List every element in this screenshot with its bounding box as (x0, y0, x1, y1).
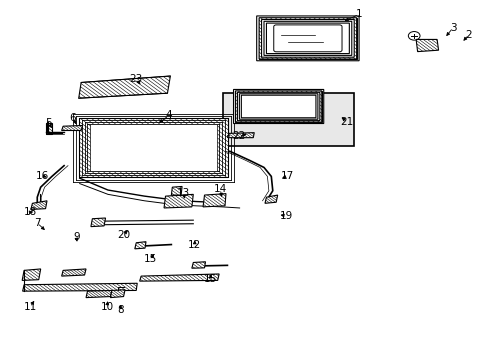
Polygon shape (171, 186, 182, 195)
FancyBboxPatch shape (256, 16, 358, 61)
FancyBboxPatch shape (273, 25, 341, 52)
Text: 2: 2 (465, 30, 471, 40)
Polygon shape (264, 195, 277, 203)
Text: 1: 1 (355, 9, 362, 19)
Text: 14: 14 (213, 184, 226, 194)
Polygon shape (110, 290, 125, 298)
Text: 12: 12 (188, 240, 201, 250)
Text: 4: 4 (165, 111, 172, 121)
Bar (90, 125, 216, 171)
Polygon shape (22, 269, 41, 280)
Text: 3: 3 (449, 23, 456, 33)
Polygon shape (79, 76, 170, 98)
Polygon shape (163, 194, 193, 208)
FancyBboxPatch shape (259, 18, 356, 59)
Polygon shape (45, 123, 52, 134)
FancyBboxPatch shape (261, 19, 353, 57)
Bar (222, 93, 353, 146)
Text: 7: 7 (34, 218, 41, 228)
Polygon shape (61, 269, 86, 276)
Polygon shape (22, 283, 137, 291)
FancyBboxPatch shape (237, 92, 319, 121)
FancyBboxPatch shape (266, 23, 348, 54)
Polygon shape (259, 18, 356, 59)
Text: 10: 10 (100, 302, 113, 312)
Text: 9: 9 (73, 232, 80, 242)
Polygon shape (91, 218, 105, 226)
Polygon shape (61, 126, 82, 131)
Polygon shape (135, 242, 146, 249)
Text: 13: 13 (177, 188, 190, 198)
Polygon shape (191, 262, 205, 268)
Text: 17: 17 (280, 171, 293, 181)
FancyBboxPatch shape (264, 21, 351, 55)
Polygon shape (140, 274, 219, 281)
Text: 22: 22 (231, 131, 245, 141)
Polygon shape (86, 291, 112, 298)
Polygon shape (203, 194, 225, 207)
Text: 8: 8 (117, 305, 123, 315)
FancyBboxPatch shape (241, 95, 315, 118)
Polygon shape (415, 40, 438, 51)
Polygon shape (31, 201, 47, 210)
Text: 19: 19 (279, 211, 292, 221)
Polygon shape (79, 118, 227, 177)
Text: 23: 23 (129, 74, 142, 84)
Text: 18: 18 (23, 207, 37, 217)
Text: 16: 16 (36, 171, 49, 181)
FancyBboxPatch shape (239, 94, 317, 119)
Polygon shape (235, 91, 321, 122)
Text: 15: 15 (203, 274, 217, 284)
Text: 21: 21 (340, 117, 353, 127)
Text: 5: 5 (45, 118, 52, 128)
Polygon shape (227, 133, 254, 138)
Text: 20: 20 (117, 230, 130, 239)
Text: 6: 6 (69, 113, 76, 123)
FancyBboxPatch shape (235, 91, 321, 122)
Text: 11: 11 (23, 302, 37, 312)
FancyBboxPatch shape (233, 89, 323, 123)
Text: 15: 15 (144, 254, 157, 264)
